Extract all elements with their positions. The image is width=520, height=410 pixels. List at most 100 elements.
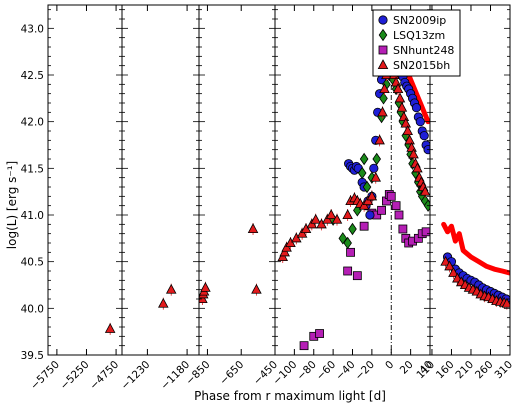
point-snhunt248	[386, 191, 396, 201]
point-snhunt248	[315, 329, 324, 338]
y-tick-label: 41.0	[21, 210, 44, 222]
panel-frame-2	[121, 4, 200, 356]
point-lsq13zm	[362, 180, 372, 194]
legend-marker-lsq13zm	[378, 28, 388, 42]
panel-frame-1	[47, 4, 123, 356]
panel-1: −5750−5250−4750	[28, 4, 123, 393]
point-snhunt248	[359, 221, 369, 231]
point-sn2009ip	[411, 103, 422, 113]
point-sn2015bh	[165, 283, 177, 294]
point-sn2015bh	[392, 83, 404, 93]
point-sn2015bh	[251, 283, 262, 294]
y-axis-label: log(L) [erg s⁻¹]	[5, 161, 19, 249]
x-tick-label: −650	[217, 359, 246, 388]
legend: SN2009ip LSQ13zm SNhunt248 SN2015bh	[372, 9, 461, 77]
x-tick-label: −1230	[119, 359, 153, 393]
y-tick-label: 41.5	[21, 163, 44, 175]
legend-marker-sn2009ip	[378, 15, 388, 25]
point-snhunt248	[394, 210, 404, 220]
x-tick-label: 160	[434, 359, 457, 382]
x-tick-label: −20	[353, 359, 377, 383]
point-sn2015bh	[342, 209, 353, 220]
x-tick-label: 20	[398, 359, 416, 377]
point-snhunt248	[343, 266, 353, 276]
point-snhunt248	[391, 201, 401, 211]
point-sn2015bh	[377, 106, 388, 117]
point-lsq13zm	[372, 152, 382, 166]
point-snhunt248	[352, 271, 362, 281]
legend-label-sn2009ip: SN2009ip	[393, 14, 446, 27]
legend-label-sn2015bh: SN2015bh	[393, 59, 450, 72]
point-sn2015bh	[325, 209, 337, 220]
y-tick-label: 40.5	[21, 257, 44, 269]
point-sn2015bh	[331, 213, 343, 224]
point-sn2015bh	[412, 162, 423, 173]
x-axis-label: Phase from r maximum light [d]	[194, 389, 386, 403]
x-tick-label: −4750	[88, 359, 122, 393]
panel-2: −1230 −1180	[119, 4, 200, 393]
point-snhunt248	[346, 247, 355, 257]
point-sn2015bh	[394, 92, 406, 103]
point-sn2015bh	[374, 134, 385, 145]
point-sn2015bh	[419, 185, 430, 196]
point-sn2015bh	[402, 125, 413, 136]
point-sn2015bh	[158, 297, 169, 308]
point-sn2015bh	[440, 255, 451, 266]
point-lsq13zm	[379, 92, 388, 105]
panel-data-1	[104, 322, 116, 335]
legend-marker-sn2015bh	[377, 59, 389, 69]
x-tick-label: −5750	[28, 359, 62, 393]
x-tick-label: 210	[453, 359, 476, 382]
x-tick-label: 310	[492, 359, 515, 382]
x-tick-label: −5250	[58, 359, 92, 393]
point-sn2015bh	[400, 117, 412, 128]
x-tick-label: −60	[314, 359, 338, 383]
panel-data-2	[158, 283, 177, 310]
point-sn2015bh	[448, 267, 459, 277]
point-sn2015bh	[104, 323, 116, 333]
point-sn2009ip	[415, 117, 425, 127]
point-sn2015bh	[200, 281, 211, 292]
point-lsq13zm	[357, 166, 367, 180]
x-tick-label: −40	[333, 359, 357, 383]
point-sn2009ip	[365, 210, 375, 220]
point-sn2015bh	[501, 297, 510, 308]
point-snhunt248	[398, 224, 408, 234]
point-sn2015bh	[310, 213, 321, 224]
y-tick-label: 39.5	[21, 350, 44, 362]
x-tick-label: 260	[473, 359, 496, 382]
panel-frame-5	[429, 4, 511, 356]
model-curve-2	[441, 221, 510, 276]
legend-box	[372, 9, 461, 77]
panel-frame-3	[198, 4, 276, 356]
x-tick-label: −80	[295, 359, 319, 383]
x-tick-label: 110	[414, 359, 437, 382]
point-sn2009ip	[369, 163, 379, 173]
point-snhunt248	[421, 227, 430, 237]
y-tick-label: 40.0	[21, 303, 44, 315]
point-sn2015bh	[444, 260, 455, 271]
point-sn2015bh	[404, 134, 415, 145]
panel-data-3	[199, 223, 262, 305]
point-snhunt248	[377, 205, 386, 215]
y-tick-label: 42.5	[21, 70, 44, 82]
point-snhunt248	[299, 341, 309, 351]
point-sn2015bh	[366, 190, 378, 201]
point-sn2009ip	[419, 131, 429, 141]
legend-label-snhunt248: SNhunt248	[393, 44, 454, 57]
y-tick-label: 42.0	[21, 117, 44, 129]
y-tick-label: 43.0	[21, 23, 44, 35]
legend-label-lsq13zm: LSQ13zm	[393, 29, 445, 42]
point-sn2015bh	[396, 101, 408, 112]
point-sn2015bh	[408, 148, 419, 159]
panel-data-5	[440, 221, 510, 310]
x-tick-label: 0	[383, 359, 396, 372]
legend-marker-snhunt248	[378, 45, 388, 55]
point-sn2015bh	[379, 83, 390, 93]
point-lsq13zm	[343, 236, 352, 250]
point-sn2009ip	[423, 145, 430, 155]
point-lsq13zm	[348, 222, 357, 236]
point-sn2015bh	[370, 171, 382, 182]
point-lsq13zm	[359, 152, 369, 166]
